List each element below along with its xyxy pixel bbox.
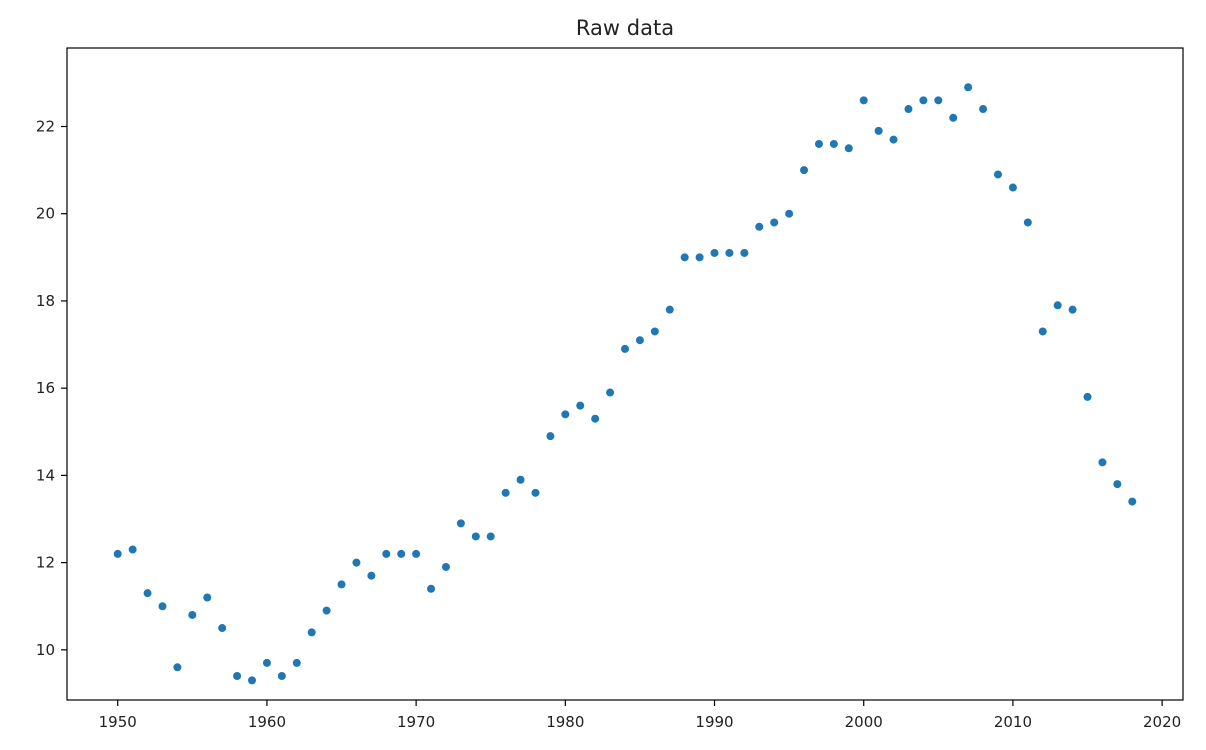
data-point (591, 414, 600, 423)
data-point (785, 209, 794, 218)
data-point (322, 606, 331, 615)
data-point (352, 558, 361, 567)
data-point (770, 218, 779, 227)
data-point (1023, 218, 1032, 227)
data-point (128, 545, 137, 554)
x-tick-label: 1980 (546, 713, 584, 731)
y-axis: 10 12 14 16 18 20 22 (36, 118, 67, 659)
data-point (546, 432, 555, 441)
x-tick-label: 1990 (695, 713, 733, 731)
data-point (814, 139, 823, 148)
data-point (979, 105, 988, 114)
data-point (755, 222, 764, 231)
data-point (292, 658, 301, 667)
data-point (367, 571, 376, 580)
data-point (188, 610, 197, 619)
y-tick-label: 10 (36, 641, 55, 659)
data-point (173, 663, 182, 672)
data-point (949, 113, 958, 122)
chart-title: Raw data (576, 16, 674, 40)
data-point (412, 549, 421, 558)
x-tick-label: 1970 (397, 713, 435, 731)
data-point (486, 532, 495, 541)
data-point (262, 658, 271, 667)
data-point (1098, 458, 1107, 467)
x-tick-label: 2010 (994, 713, 1032, 731)
data-point (1068, 305, 1077, 314)
data-point (1083, 392, 1092, 401)
data-point (307, 628, 316, 637)
data-point (740, 248, 749, 257)
data-point (203, 593, 212, 602)
data-point (710, 248, 719, 257)
data-point (456, 519, 465, 528)
data-point (337, 580, 346, 589)
plot-area (66, 47, 1184, 701)
data-point (800, 166, 809, 175)
data-point (650, 327, 659, 336)
data-point (113, 549, 122, 558)
data-point (725, 248, 734, 257)
data-point (218, 624, 227, 633)
data-point (964, 83, 973, 92)
data-point (382, 549, 391, 558)
data-point (1113, 480, 1122, 489)
data-point (427, 584, 436, 593)
x-tick-label: 1960 (248, 713, 286, 731)
data-point (844, 144, 853, 153)
data-point (859, 96, 868, 105)
x-tick-label: 2020 (1143, 713, 1181, 731)
x-tick-label: 1950 (99, 713, 137, 731)
data-point (993, 170, 1002, 179)
y-tick-label: 22 (36, 118, 55, 136)
data-point (874, 126, 883, 135)
data-point (531, 488, 540, 497)
data-point (919, 96, 928, 105)
y-tick-label: 18 (36, 292, 55, 310)
x-axis: 1950 1960 1970 1980 1990 2000 2010 2020 (99, 700, 1181, 731)
data-point (561, 410, 570, 419)
data-point (248, 676, 257, 685)
data-point (1008, 183, 1017, 192)
data-point (397, 549, 406, 558)
data-point (233, 672, 242, 681)
data-point (277, 672, 286, 681)
data-point (680, 253, 689, 262)
y-tick-label: 20 (36, 205, 55, 223)
data-point (516, 475, 525, 484)
data-point (889, 135, 898, 144)
y-tick-label: 16 (36, 379, 55, 397)
y-tick-label: 14 (36, 466, 55, 484)
data-point (501, 488, 510, 497)
data-point (829, 139, 838, 148)
x-tick-label: 2000 (845, 713, 883, 731)
data-point (1128, 497, 1137, 506)
y-tick-label: 12 (36, 554, 55, 572)
data-point (635, 336, 644, 345)
data-point (934, 96, 943, 105)
data-point (665, 305, 674, 314)
data-point (576, 401, 585, 410)
data-point (904, 105, 913, 114)
data-point (621, 344, 629, 353)
data-point (158, 602, 167, 611)
data-point (143, 589, 152, 598)
data-point (1053, 301, 1062, 310)
data-point (606, 388, 615, 397)
data-point (695, 253, 704, 262)
data-point (471, 532, 480, 541)
data-points (113, 83, 1137, 685)
data-point (441, 562, 450, 571)
data-point (1038, 327, 1047, 336)
